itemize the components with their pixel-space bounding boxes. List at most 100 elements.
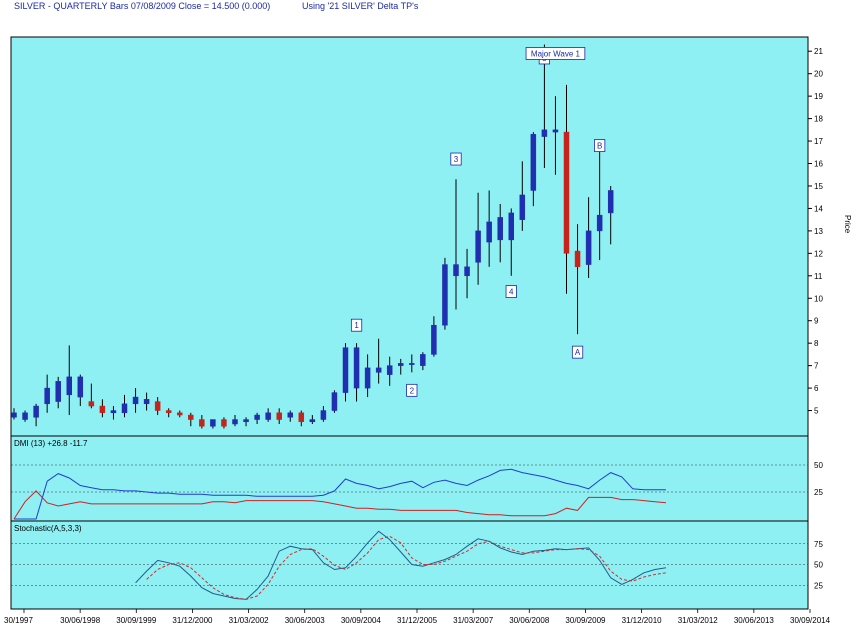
- candle-body: [243, 419, 249, 423]
- candle-body: [596, 214, 603, 232]
- candle-body: [497, 217, 503, 241]
- wave-label: 4: [509, 288, 514, 297]
- candle-body: [177, 412, 183, 416]
- wave-label-box: [594, 139, 606, 152]
- wave-label: 2: [410, 386, 415, 395]
- x-tick-label: 30/09/2009: [565, 616, 606, 625]
- candle-body: [66, 376, 72, 396]
- candle-body: [475, 230, 481, 263]
- candle-body: [276, 412, 282, 420]
- candle-body: [121, 403, 128, 414]
- wave-label-box: [406, 383, 418, 397]
- candle-body: [375, 367, 382, 373]
- price-tick-label: 13: [814, 227, 823, 236]
- price-tick-label: 8: [814, 339, 819, 348]
- candle-body: [309, 419, 316, 423]
- x-tick-label: 31/12/2000: [172, 616, 213, 625]
- candle-body: [552, 129, 559, 133]
- price-tick-label: 19: [814, 92, 823, 101]
- candle-body: [110, 410, 117, 414]
- wave-label-box: [505, 285, 517, 298]
- candle-body: [431, 324, 437, 355]
- candle-body: [221, 419, 227, 427]
- candle-body: [210, 419, 216, 427]
- x-tick-label: 30/09/1999: [116, 616, 157, 625]
- chart-panel: [10, 36, 809, 610]
- candle-body: [320, 410, 327, 420]
- dmi-tick-label: 50: [814, 461, 823, 470]
- candle-body: [364, 367, 371, 389]
- x-tick-label: 30/09/2004: [341, 616, 382, 625]
- candle-body: [188, 414, 194, 420]
- candle-body: [99, 405, 106, 414]
- candle-body: [33, 405, 39, 418]
- candle-body: [154, 401, 161, 411]
- candle-body: [574, 250, 581, 268]
- x-tick-label: 31/03/2012: [678, 616, 719, 625]
- x-axis: 30/1997 30/06/1998 30/09/1999 31/12/2000 31/…: [4, 609, 831, 625]
- price-tick-label: 18: [814, 115, 823, 124]
- price-tick-label: 10: [814, 294, 823, 303]
- candle-body: [132, 396, 139, 405]
- x-tick-label: 30/06/2008: [509, 616, 550, 625]
- candle-body: [165, 410, 172, 414]
- candle-body: [342, 347, 349, 393]
- candle-body: [409, 363, 415, 365]
- dmi-label-bg: [12, 437, 114, 448]
- stochastic-tick-label: 25: [814, 581, 823, 590]
- stochastic-tick-label: 50: [814, 561, 823, 570]
- wave-label: 3: [454, 155, 459, 164]
- candle-body: [265, 412, 271, 420]
- price-tick-label: 15: [814, 182, 823, 191]
- candle-body: [442, 264, 448, 326]
- price-candles: [11, 44, 614, 429]
- candle-body: [331, 392, 338, 411]
- wave-label-box: [350, 318, 363, 332]
- wave-label-box: [450, 152, 462, 166]
- price-tick-label: 14: [814, 204, 823, 213]
- dmi-lines: [13, 468, 667, 520]
- stochastic-lines: [135, 530, 667, 600]
- x-tick-label: 30/09/2014: [790, 616, 831, 625]
- candle-body: [420, 354, 426, 366]
- stochastic-d-line: [146, 535, 667, 600]
- candle-body: [143, 399, 150, 405]
- price-tick-label: 5: [814, 407, 819, 416]
- candle-body: [398, 363, 404, 366]
- x-tick-label: 31/03/2002: [229, 616, 270, 625]
- candle-body: [530, 134, 537, 191]
- candle-body: [232, 419, 238, 425]
- price-tick-label: 9: [814, 317, 819, 326]
- candle-body: [453, 264, 459, 277]
- candle-body: [199, 419, 205, 427]
- candle-body: [508, 212, 514, 241]
- candle-body: [55, 381, 61, 402]
- wave-annotations: 12345ABMajor Wave 1: [350, 47, 606, 397]
- price-axis: 5 6 7 8 9 10 11 12 13 14 15 16 17 18 19 20 21: [808, 47, 823, 416]
- price-tick-label: 12: [814, 249, 823, 258]
- x-tick-label: 31/03/2007: [453, 616, 494, 625]
- candle-body: [22, 412, 28, 420]
- candle-body: [486, 221, 492, 243]
- x-tick-label: 30/06/2003: [285, 616, 326, 625]
- price-tick-label: 20: [814, 70, 823, 79]
- x-tick-label: 30/1997: [4, 616, 33, 625]
- candle-body: [386, 365, 393, 375]
- candle-body: [353, 347, 360, 389]
- wave-label: 1: [354, 321, 359, 330]
- dmi-minus-line: [13, 490, 667, 520]
- candle-body: [541, 129, 548, 137]
- candle-body: [254, 414, 260, 420]
- price-tick-label: 21: [814, 47, 823, 56]
- stochastic-axis: 25 50 75: [11, 540, 823, 590]
- stochastic-tick-label: 75: [814, 540, 823, 549]
- candle-body: [44, 387, 50, 405]
- price-tick-label: 17: [814, 137, 823, 146]
- candle-body: [77, 376, 84, 398]
- wave-label: A: [575, 348, 581, 357]
- price-tick-label: 7: [814, 362, 819, 371]
- dmi-label: DMI (13) +26.8 -11.7: [14, 439, 88, 448]
- dmi-tick-label: 25: [814, 488, 823, 497]
- price-tick-label: 11: [814, 272, 823, 281]
